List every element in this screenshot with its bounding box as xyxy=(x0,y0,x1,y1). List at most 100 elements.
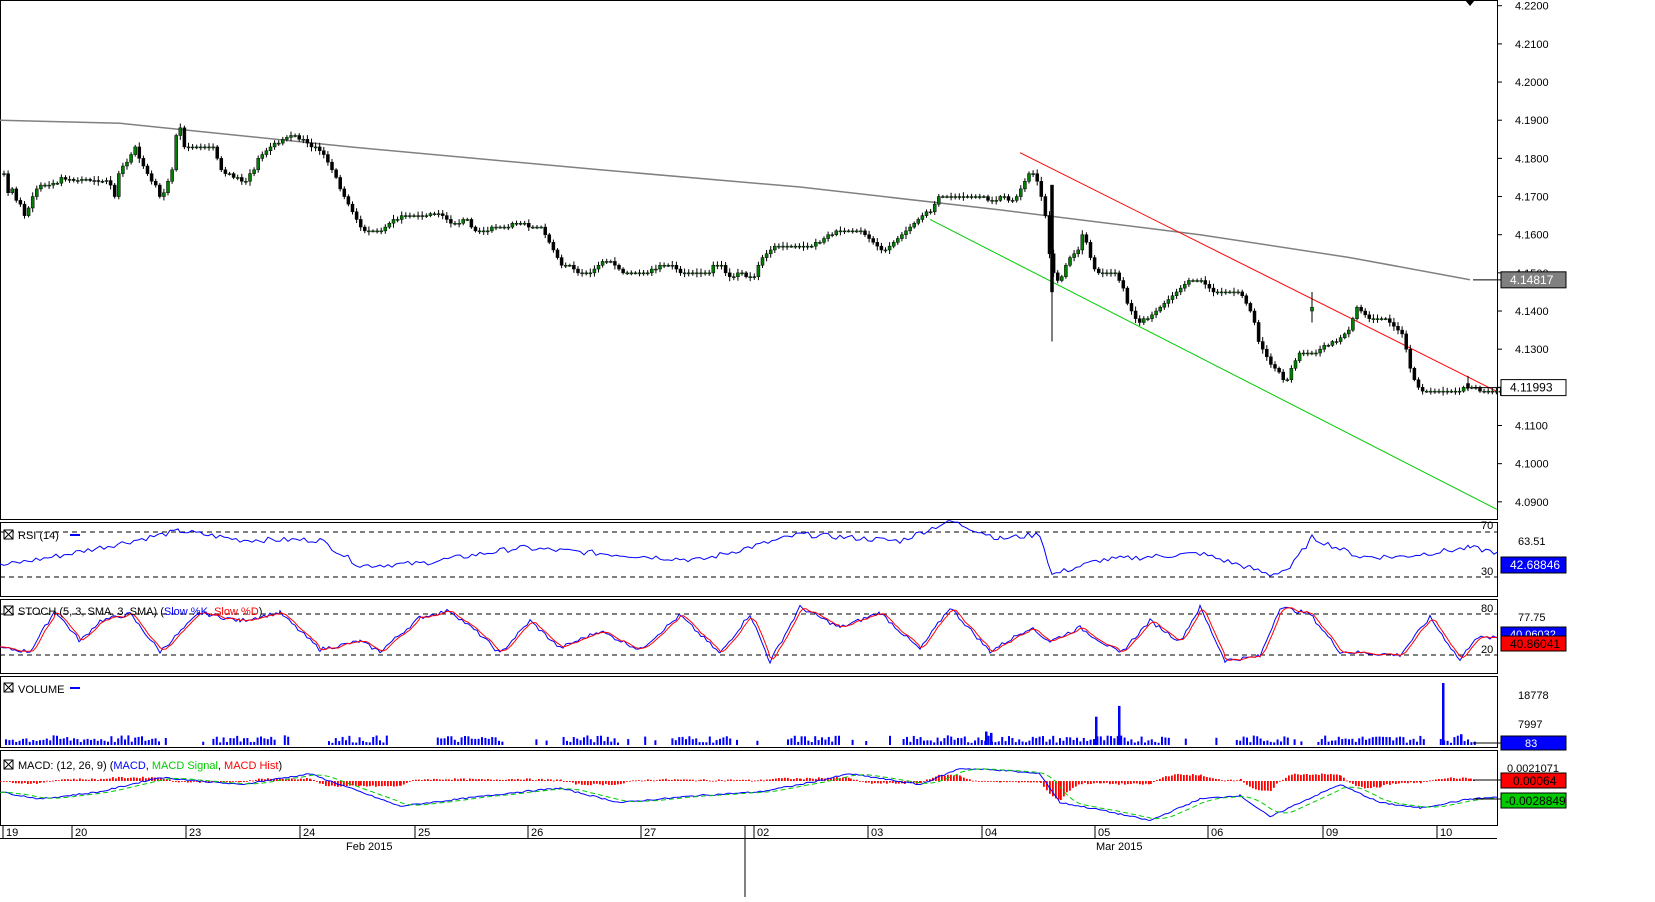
volume-bar xyxy=(1133,742,1136,745)
macd-hist-bar xyxy=(316,781,318,782)
candle xyxy=(875,238,880,251)
macd-hist-bar xyxy=(629,780,631,782)
macd-hist-bar xyxy=(1072,781,1074,788)
macd-hist-bar xyxy=(55,779,57,781)
scroll-marker-icon[interactable] xyxy=(1465,0,1475,6)
macd-hist-bar xyxy=(614,781,616,785)
candle xyxy=(814,238,818,250)
volume-bar xyxy=(1375,736,1378,745)
macd-hist-bar xyxy=(1270,781,1272,792)
candle xyxy=(1133,306,1138,324)
candle xyxy=(313,142,318,152)
candle xyxy=(1347,326,1351,338)
macd-hist-bar xyxy=(1090,781,1092,785)
rsi-label: RSI (14) xyxy=(18,530,59,542)
macd-hist-bar xyxy=(1206,777,1208,781)
volume-bar xyxy=(1103,740,1106,745)
macd-hist-bar xyxy=(178,781,180,783)
volume-bar xyxy=(678,737,681,745)
macd-hist-bar xyxy=(830,778,832,781)
candle xyxy=(961,192,966,201)
volume-bar xyxy=(202,741,205,745)
macd-hist-bar xyxy=(1435,779,1437,781)
volume-bar xyxy=(916,739,919,745)
candle xyxy=(1170,291,1175,304)
macd-hist-bar xyxy=(24,781,26,783)
macd-hist-bar xyxy=(1100,781,1102,784)
volume-bar xyxy=(76,739,79,745)
macd-hist-bar xyxy=(919,781,921,784)
volume-bar xyxy=(348,735,351,745)
volume-bar xyxy=(1045,741,1048,745)
macd-hist-bar xyxy=(1186,774,1188,781)
macd-hist-bar xyxy=(381,781,383,787)
volume-value-text: 83 xyxy=(1525,738,1537,750)
macd-hist-bar xyxy=(396,781,398,787)
macd-hist-bar xyxy=(325,781,327,786)
macd-hist-bar xyxy=(990,781,992,782)
volume-scale-mid: 7997 xyxy=(1518,719,1542,731)
candle xyxy=(1027,171,1031,184)
candle xyxy=(1191,278,1195,283)
macd-hist-bar xyxy=(127,778,129,781)
volume-bar xyxy=(1127,741,1129,745)
volume-bar xyxy=(365,742,368,745)
macd-hist-bar xyxy=(387,781,389,787)
macd-hist-bar xyxy=(641,780,643,782)
volume-bar xyxy=(1388,737,1391,745)
macd-hist-bar xyxy=(349,781,351,786)
volume-bar xyxy=(1116,735,1119,745)
candle xyxy=(1318,345,1322,357)
macd-hist-bar xyxy=(569,781,571,782)
candle xyxy=(1183,280,1187,292)
macd-hist-bar xyxy=(712,780,714,782)
candle xyxy=(719,260,724,270)
macd-hist-bar xyxy=(724,780,726,782)
macd-hist-bar xyxy=(1148,781,1150,785)
macd-hist-bar xyxy=(1376,781,1378,788)
macd-hist-bar xyxy=(671,779,673,781)
macd-hist-bar xyxy=(1416,781,1418,783)
macd-hist-bar xyxy=(898,781,900,784)
volume-bar xyxy=(1266,740,1269,745)
volume-bar xyxy=(787,739,789,745)
macd-hist-bar xyxy=(12,781,14,784)
volume-bar xyxy=(79,741,82,745)
volume-bar xyxy=(1467,739,1469,745)
macd-hist-bar xyxy=(1386,781,1388,785)
candle xyxy=(883,247,888,253)
candle xyxy=(186,142,191,152)
candle xyxy=(317,142,322,155)
macd-hist-bar xyxy=(249,780,251,781)
macd-hist-bar xyxy=(745,780,747,781)
candle xyxy=(908,223,912,235)
volume-bar xyxy=(990,732,993,745)
candle xyxy=(670,260,675,270)
volume-bar xyxy=(909,741,912,745)
macd-hist-bar xyxy=(9,781,11,782)
candle xyxy=(658,262,662,273)
volume-bar xyxy=(1086,740,1089,745)
candle xyxy=(781,241,785,251)
candle xyxy=(604,258,609,265)
macd-hist-bar xyxy=(427,779,429,781)
volume-bar xyxy=(1463,741,1466,745)
macd-hist-bar xyxy=(839,778,841,781)
macd-hist-bar xyxy=(1456,778,1458,781)
macd-hist-bar xyxy=(812,778,814,781)
volume-bar xyxy=(953,739,956,745)
macd-hist-bar xyxy=(520,779,522,781)
macd-hist-bar xyxy=(1419,781,1421,783)
macd-hist-bar xyxy=(1040,781,1042,783)
macd-hist-bar xyxy=(923,781,925,782)
candle xyxy=(863,228,867,237)
macd-hist-bar xyxy=(466,779,468,781)
macd-hist-bar xyxy=(1021,781,1023,783)
macd-hist-bar xyxy=(1036,781,1038,783)
rsi-value-text: 42.68846 xyxy=(1510,558,1560,572)
macd-hist-bar xyxy=(1165,776,1167,781)
volume-bar xyxy=(1110,736,1112,745)
macd-hist-bar xyxy=(910,781,912,784)
macd-hist-bar xyxy=(1049,781,1051,794)
